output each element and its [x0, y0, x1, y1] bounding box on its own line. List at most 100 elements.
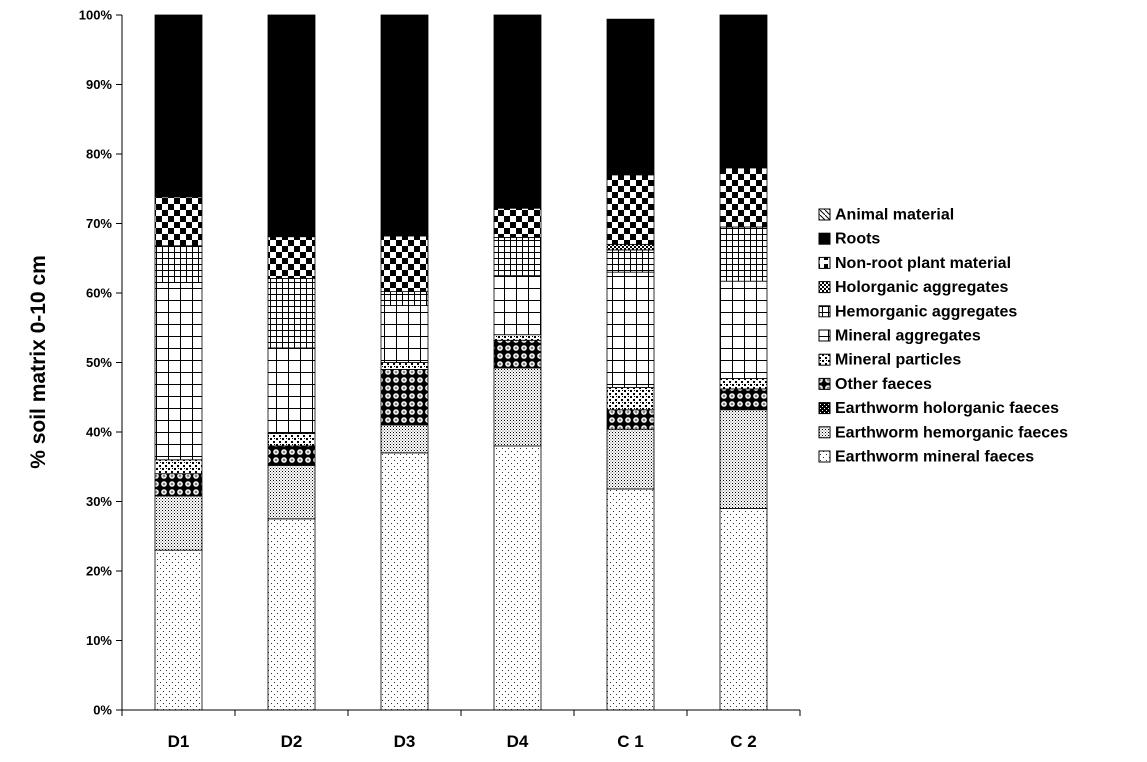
bar-segment: [267, 14, 316, 238]
legend-swatch: [818, 402, 831, 415]
legend-item: Hemorganic aggregates: [818, 303, 1017, 320]
legend-item: Animal material: [818, 207, 954, 224]
bar-segment: [606, 174, 655, 245]
bar-segment: [606, 428, 655, 490]
x-axis-categories: D1 D2 D3 D4 C 1 C 2: [168, 732, 757, 751]
bar-segment: [380, 362, 429, 370]
legend-swatch: [818, 329, 831, 342]
y-tick-label: 100%: [79, 8, 113, 23]
bar-segment: [719, 388, 768, 411]
bar-stack: [606, 18, 655, 711]
bar-segment: [267, 432, 316, 447]
legend-item: Non-root plant material: [818, 255, 1011, 272]
legend-swatch: [818, 426, 831, 439]
y-tick-label: 40%: [86, 425, 112, 440]
bar-segment: [493, 334, 542, 341]
legend-swatch: [818, 450, 831, 463]
x-category-label: C 2: [730, 732, 756, 751]
bar-segment: [267, 464, 316, 520]
bar-segment: [606, 18, 655, 176]
bar-segment: [606, 409, 655, 430]
legend-swatch: [818, 353, 831, 366]
legend-item: Earthworm holorganic faeces: [818, 400, 1059, 417]
bar-segment: [719, 167, 768, 228]
bar-segment: [267, 445, 316, 466]
legend-swatch: [818, 305, 831, 318]
x-category-label: D2: [281, 732, 303, 751]
x-category-label: C 1: [617, 732, 643, 751]
legend-item: Holorganic aggregates: [818, 279, 1008, 296]
bar-segment: [380, 305, 429, 363]
legend-label: Roots: [835, 231, 880, 248]
legend-label: Mineral aggregates: [835, 328, 981, 345]
y-axis-label: % soil matrix 0-10 cm: [27, 255, 50, 469]
bar-segment: [380, 14, 429, 237]
x-category-label: D1: [168, 732, 190, 751]
y-axis-ticks: 0% 10% 20% 30% 40% 50% 60% 70% 80% 90% 100%: [79, 8, 801, 718]
bar-segment: [606, 249, 655, 273]
y-tick-label: 30%: [86, 494, 112, 509]
bar-stack: [493, 14, 542, 711]
legend-item: Mineral particles: [818, 352, 961, 369]
legend: Animal material Roots Non-root plant mater…: [818, 207, 1068, 466]
y-tick-label: 80%: [86, 147, 112, 162]
bar-segment: [493, 367, 542, 447]
bar-segment: [719, 378, 768, 390]
bar-segment: [719, 508, 768, 711]
bar-segment: [267, 236, 316, 279]
legend-label: Non-root plant material: [835, 255, 1011, 272]
legend-label: Earthworm mineral faeces: [835, 449, 1034, 466]
legend-item: Earthworm hemorganic faeces: [818, 424, 1068, 441]
legend-swatch: [818, 281, 831, 294]
legend-label: Mineral particles: [835, 352, 961, 369]
bar-segment: [493, 236, 542, 277]
bar-segment: [719, 280, 768, 379]
bar-segment: [154, 245, 203, 283]
y-tick-label: 90%: [86, 77, 112, 92]
bar-segment: [154, 196, 203, 247]
bar-segment: [493, 275, 542, 336]
bar-stack: [380, 14, 429, 711]
bar-segment: [154, 14, 203, 198]
bar-stack: [154, 14, 203, 711]
x-category-label: D3: [394, 732, 416, 751]
bar-segment: [493, 445, 542, 711]
legend-item: Earthworm mineral faeces: [818, 449, 1034, 466]
legend-label: Earthworm holorganic faeces: [835, 400, 1059, 417]
bar-segment: [719, 14, 768, 169]
bar-segment: [267, 347, 316, 434]
bar-segment: [493, 14, 542, 209]
bar-segment: [493, 207, 542, 238]
legend-label: Hemorganic aggregates: [835, 303, 1017, 320]
bar-segment: [493, 339, 542, 369]
legend-label: Earthworm hemorganic faeces: [835, 424, 1068, 441]
bar-segment: [380, 291, 429, 306]
legend-swatch: [818, 232, 831, 245]
bar-segment: [606, 488, 655, 711]
axes: [121, 15, 800, 711]
y-tick-label: 10%: [86, 633, 112, 648]
legend-swatch: [818, 377, 831, 390]
bar-segment: [154, 473, 203, 497]
bar-segment: [719, 226, 768, 282]
bar-segment: [606, 387, 655, 411]
legend-item: Other faeces: [818, 376, 932, 393]
bar-segment: [154, 459, 203, 475]
y-tick-label: 60%: [86, 286, 112, 301]
legend-item: Roots: [818, 231, 880, 248]
bar-segment: [154, 549, 203, 711]
bar-segment: [606, 271, 655, 388]
bar-segment: [154, 495, 203, 551]
legend-item: Mineral aggregates: [818, 328, 981, 345]
bar-segment: [267, 518, 316, 711]
bar-segment: [606, 243, 655, 251]
bar-segment: [380, 369, 429, 426]
x-category-label: D4: [507, 732, 529, 751]
legend-label: Animal material: [835, 207, 954, 224]
bar-segment: [267, 278, 316, 349]
legend-swatch: [818, 208, 831, 221]
bar-stack: [267, 14, 316, 711]
legend-label: Holorganic aggregates: [835, 279, 1008, 296]
y-tick-label: 0%: [93, 703, 112, 718]
